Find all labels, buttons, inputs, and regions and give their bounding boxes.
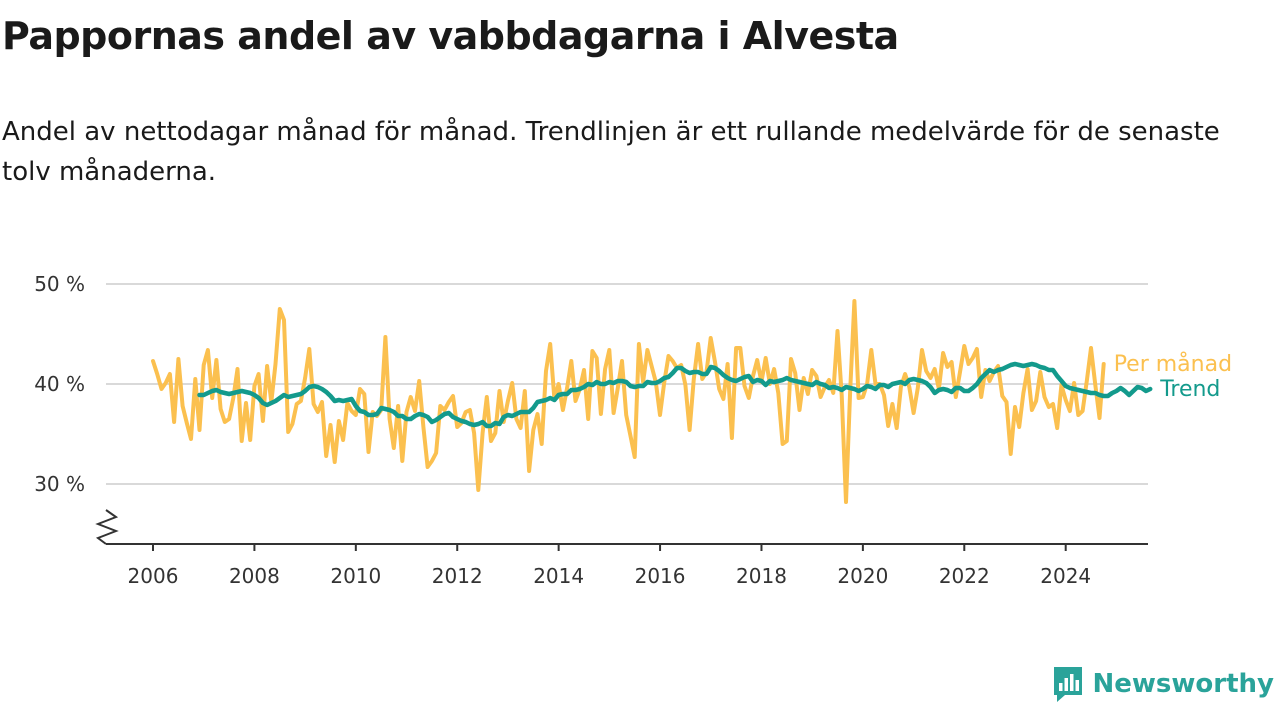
brand-logo: Newsworthy [1051,664,1274,704]
y-axis-labels: 30 % 40 % 50 % [34,272,85,496]
chart-title: Pappornas andel av vabbdagarna i Alvesta [2,14,899,58]
x-tick-label: 2014 [533,564,584,588]
y-tick-label: 40 % [34,372,85,396]
x-tick-label: 2016 [635,564,686,588]
newsworthy-logo-icon [1053,667,1082,702]
legend-label-1: Trend [1159,377,1220,402]
chart-series [151,299,1153,504]
x-tick-label: 2020 [837,564,888,588]
axis-break-icon [95,509,119,545]
y-tick-label: 50 % [34,272,85,296]
x-tick-label: 2018 [736,564,787,588]
x-tick-label: 2022 [939,564,990,588]
series-line-0 [151,299,1106,504]
x-tick-label: 2010 [330,564,381,588]
series-line-1 [197,361,1153,429]
x-tick-label: 2008 [229,564,280,588]
x-tick-label: 2024 [1040,564,1091,588]
x-tick-label: 2006 [128,564,179,588]
chart-axes [95,509,1148,551]
brand-name: Newsworthy [1092,669,1274,699]
x-tick-label: 2012 [432,564,483,588]
legend-label-0: Per månad [1114,351,1232,377]
x-axis-labels: 2006 2008 2010 2012 2014 2016 2018 2020 2022 2024 [128,564,1092,588]
chart-subtitle: Andel av nettodagar månad för månad. Tre… [2,117,1220,187]
y-tick-label: 30 % [34,472,85,496]
